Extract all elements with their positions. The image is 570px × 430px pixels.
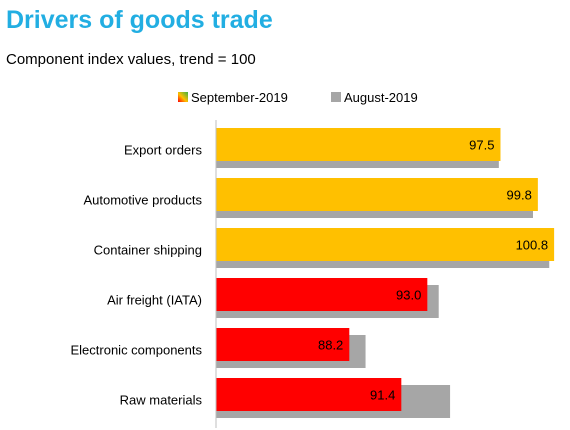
- category-label: Automotive products: [83, 193, 202, 208]
- bars-group: 97.5 Export orders 99.8 Automotive products…: [70, 128, 555, 418]
- legend-swatch-previous: [331, 92, 341, 102]
- bar-september-2019: [216, 378, 402, 411]
- bar-september-2019: [216, 228, 555, 261]
- chart-subtitle: Component index values, trend = 100: [6, 51, 256, 68]
- category-label: Electronic components: [70, 343, 202, 358]
- value-label: 91.4: [370, 388, 395, 403]
- category-label: Raw materials: [120, 393, 203, 408]
- category-label: Export orders: [124, 143, 203, 158]
- value-label: 97.5: [469, 138, 494, 153]
- legend: September-2019 August-2019: [178, 90, 418, 105]
- value-label: 88.2: [318, 338, 343, 353]
- category-label: Container shipping: [94, 243, 202, 258]
- value-label: 100.8: [516, 238, 549, 253]
- value-label: 99.8: [507, 188, 532, 203]
- legend-swatch-current: [178, 92, 188, 102]
- category-label: Air freight (IATA): [107, 293, 202, 308]
- legend-label-current: September-2019: [191, 90, 288, 105]
- bar-september-2019: [216, 278, 428, 311]
- value-label: 93.0: [396, 288, 421, 303]
- bar-september-2019: [216, 178, 538, 211]
- bar-september-2019: [216, 128, 501, 161]
- legend-label-previous: August-2019: [344, 90, 418, 105]
- chart-title: Drivers of goods trade: [6, 6, 273, 34]
- bar-september-2019: [216, 328, 350, 361]
